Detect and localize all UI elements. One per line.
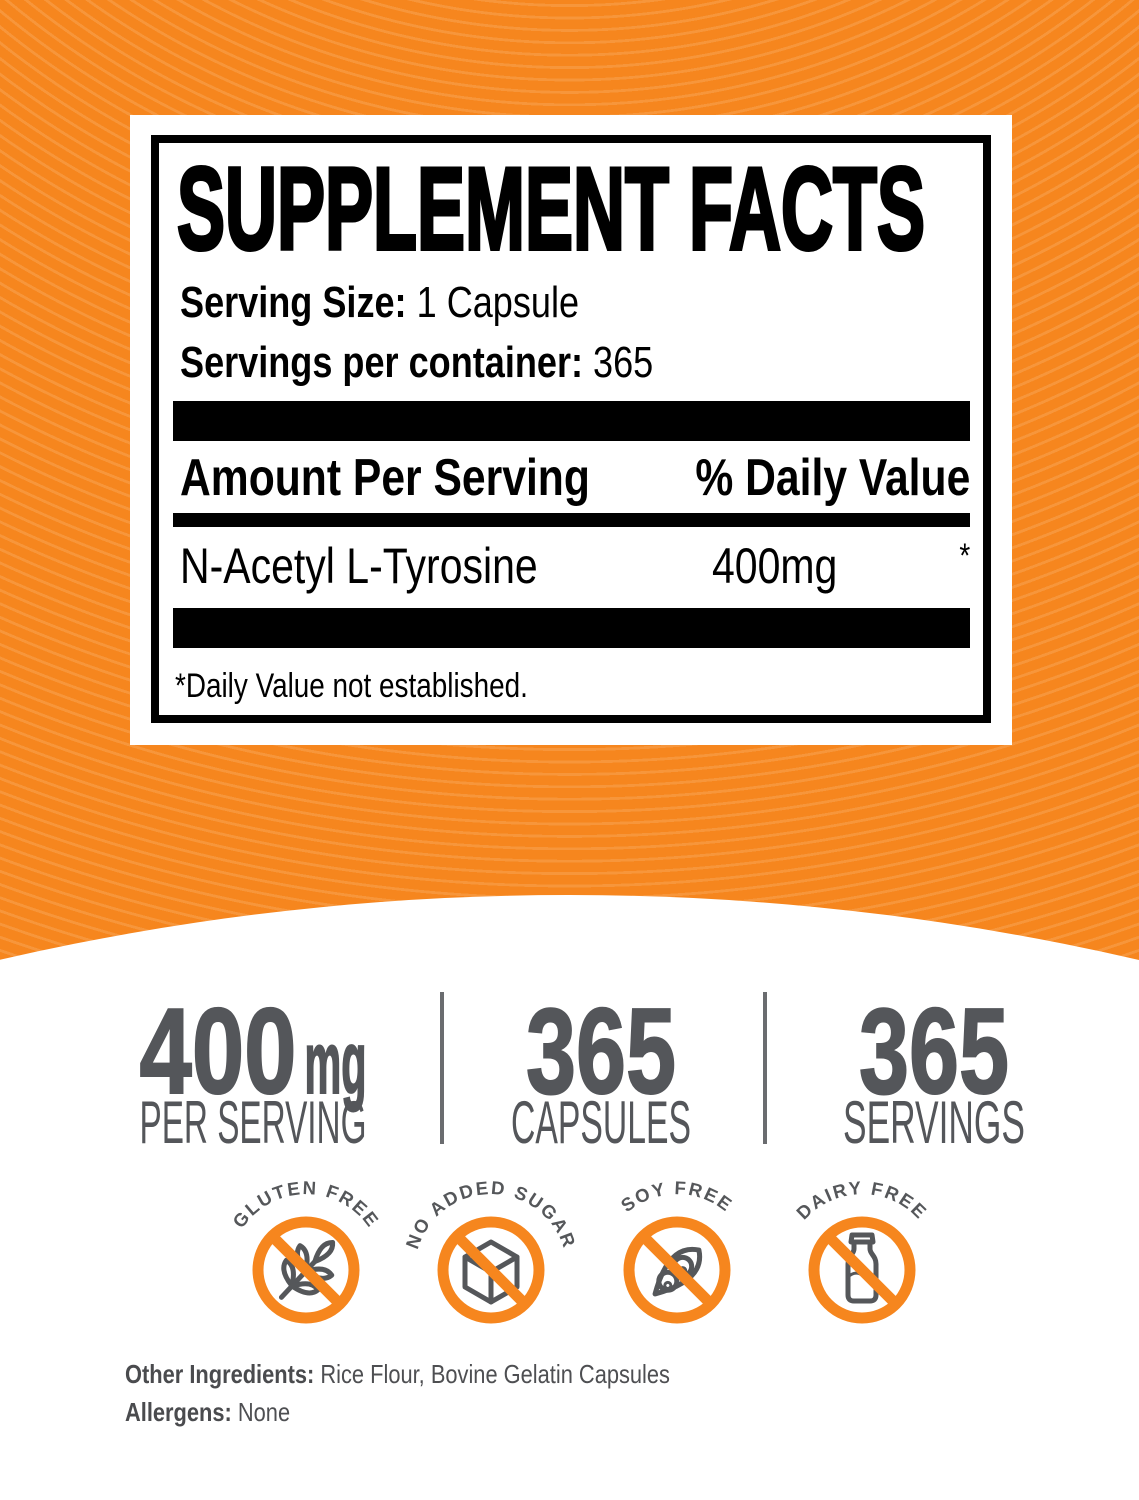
- serving-size-value: 1 Capsule: [406, 278, 580, 327]
- prohibited-slash-icon: [268, 1232, 344, 1308]
- allergens-value: None: [231, 1397, 291, 1427]
- prohibited-slash-icon: [824, 1232, 900, 1308]
- allergens-label: Allergens:: [125, 1397, 232, 1427]
- other-ingredients-value: Rice Flour, Bovine Gelatin Capsules: [314, 1359, 670, 1389]
- allergens-line: Allergens: None: [125, 1399, 322, 1425]
- other-ingredients-line: Other Ingredients: Rice Flour, Bovine Ge…: [125, 1361, 774, 1387]
- serving-size-line: Serving Size: 1 Capsule: [180, 281, 667, 325]
- badge-gluten-free: GLUTEN FREE: [228, 1177, 382, 1324]
- daily-value-header: % Daily Value: [695, 449, 970, 507]
- stat-label: CAPSULES: [511, 1089, 691, 1150]
- thick-separator-bar: [173, 401, 970, 441]
- stat-label: SERVINGS: [843, 1089, 1025, 1150]
- stat-unit: mg: [305, 1013, 367, 1112]
- prohibited-circle-icon: [623, 1216, 731, 1324]
- badge-label: SOY FREE: [617, 1177, 737, 1216]
- ingredient-daily-value: *: [959, 537, 970, 575]
- stat-per-serving: 400mg PER SERVING: [139, 982, 368, 1150]
- stat-value: 365: [526, 983, 676, 1119]
- prohibited-slash-icon: [639, 1232, 715, 1308]
- stat-servings: 365 SERVINGS: [843, 982, 1025, 1150]
- amount-per-serving-header: Amount Per Serving: [180, 449, 590, 507]
- curved-white-section: [0, 895, 1139, 1500]
- daily-value-footnote: *Daily Value not established.: [175, 667, 528, 705]
- prohibited-slash-icon: [453, 1232, 529, 1308]
- servings-label: Servings per container:: [180, 338, 584, 387]
- panel-border: [151, 135, 991, 723]
- badge-label: DAIRY FREE: [792, 1177, 932, 1224]
- badge-no-added-sugar: NO ADDED SUGAR: [401, 1177, 579, 1324]
- badge-soy-free: SOY FREE: [617, 1177, 737, 1324]
- prohibited-circle-icon: [808, 1216, 916, 1324]
- prohibited-circle-icon: [252, 1216, 360, 1324]
- stat-value: 400: [140, 983, 297, 1119]
- thick-separator-bar: [173, 608, 970, 648]
- stat-label: PER SERVING: [140, 1089, 367, 1150]
- thin-separator-bar: [173, 513, 970, 527]
- ingredient-amount: 400mg: [712, 538, 838, 594]
- stat-divider: [763, 992, 767, 1144]
- stat-value: 365: [859, 983, 1009, 1119]
- serving-size-label: Serving Size:: [180, 278, 407, 327]
- servings-value: 365: [583, 338, 654, 387]
- panel-title-graphic: SUPPLEMENT FACTS: [175, 161, 927, 257]
- supplement-facts-panel: SUPPLEMENT FACTS Serving Size: 1 Capsule…: [130, 115, 1012, 745]
- ingredient-name: N-Acetyl L-Tyrosine: [180, 538, 538, 594]
- stat-divider: [440, 992, 444, 1144]
- svg-text:400mg: 400mg: [140, 983, 367, 1119]
- other-ingredients-label: Other Ingredients:: [125, 1359, 315, 1389]
- badge-dairy-free: DAIRY FREE: [792, 1177, 932, 1324]
- prohibited-circle-icon: [437, 1216, 545, 1324]
- stat-capsules: 365 CAPSULES: [511, 982, 691, 1150]
- servings-per-container-line: Servings per container: 365: [180, 341, 757, 385]
- panel-title: SUPPLEMENT FACTS: [177, 161, 925, 257]
